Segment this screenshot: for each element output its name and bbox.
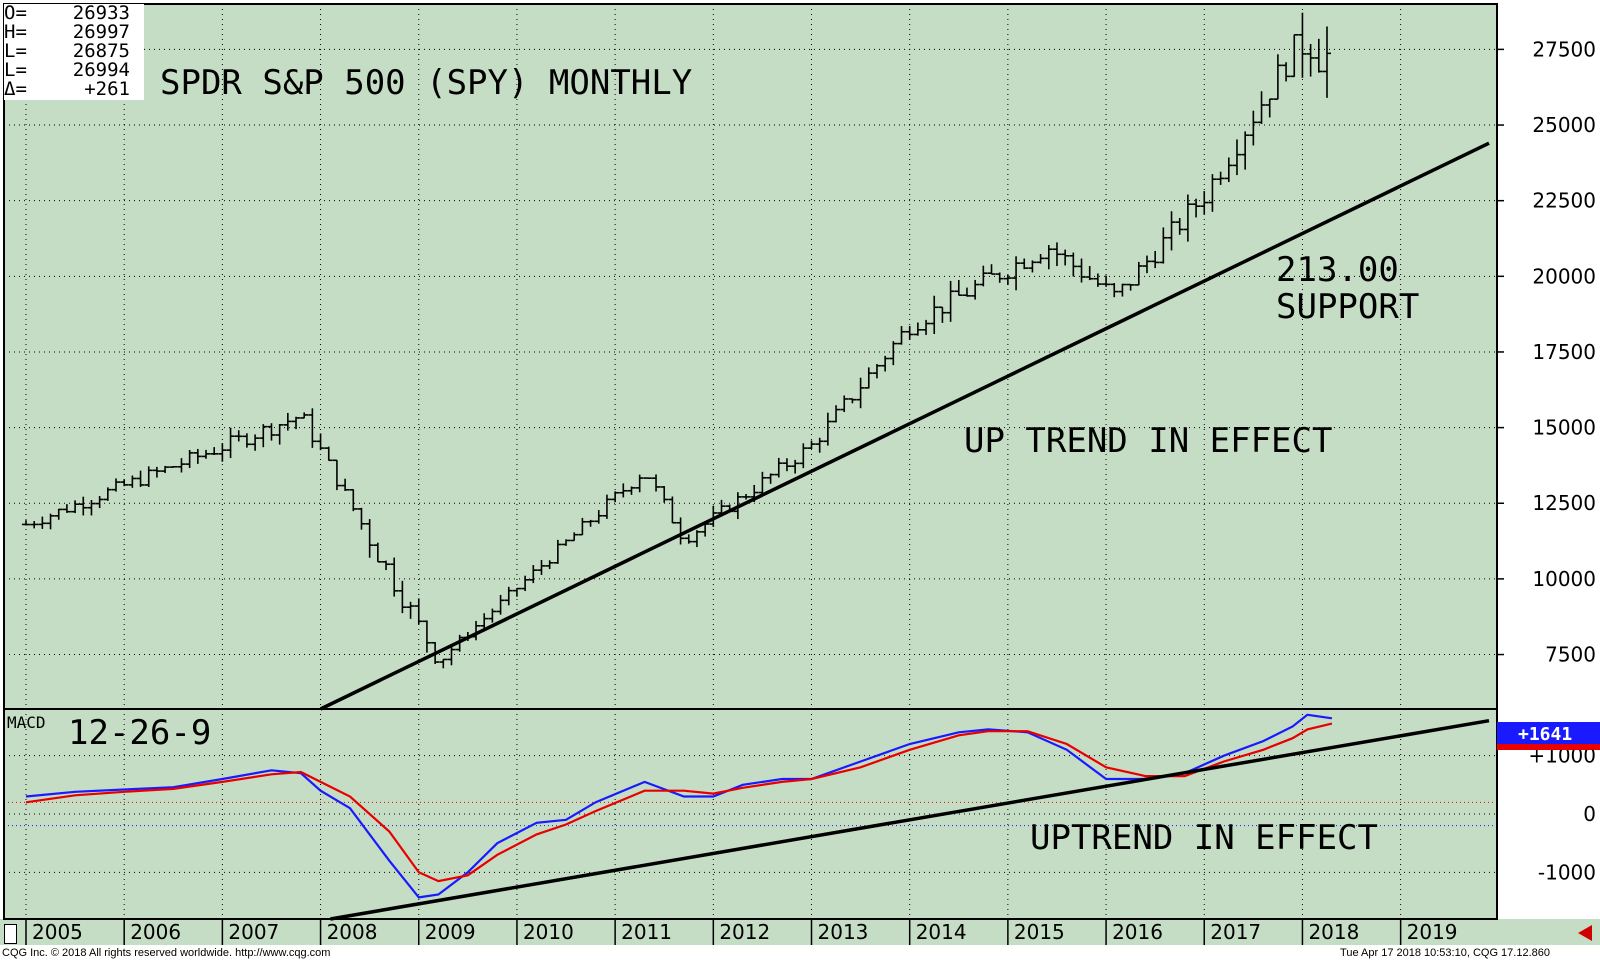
x-tick-label: 2005 bbox=[32, 920, 83, 944]
price-panel-bg bbox=[4, 4, 1497, 709]
ohlc-open-value: 26933 bbox=[72, 2, 130, 24]
y-tick-label: 10000 bbox=[1532, 567, 1596, 591]
x-tick-label: 2013 bbox=[818, 920, 869, 944]
macd-y-tick-label: 0 bbox=[1583, 802, 1596, 826]
ohlc-last-value: 26994 bbox=[72, 59, 130, 81]
x-tick-label: 2006 bbox=[130, 920, 181, 944]
y-tick-label: 15000 bbox=[1532, 416, 1596, 440]
y-tick-label: 7500 bbox=[1545, 643, 1596, 667]
y-tick-label: 17500 bbox=[1532, 340, 1596, 364]
y-tick-label: 25000 bbox=[1532, 113, 1596, 137]
x-tick-label: 2018 bbox=[1308, 920, 1359, 944]
macd-y-tick-label: -1000 bbox=[1538, 860, 1596, 884]
price-bars bbox=[22, 12, 1490, 711]
x-axis-bg bbox=[0, 919, 1600, 945]
x-tick-label: 2007 bbox=[228, 920, 279, 944]
x-tick-label: 2016 bbox=[1112, 920, 1163, 944]
macd-panel-border bbox=[3, 708, 1498, 920]
ohlc-low: L= 26875 bbox=[4, 42, 144, 61]
x-tick-label: 2009 bbox=[425, 920, 476, 944]
macd-title: MACD bbox=[7, 713, 46, 732]
signal-last-value-badge bbox=[1497, 744, 1600, 750]
chart-title: SPDR S&P 500 (SPY) MONTHLY bbox=[160, 63, 692, 103]
ohlc-change-value: +261 bbox=[84, 78, 130, 100]
ohlc-readout: O= 26933 H= 26997 L= 26875 L= 26994 Δ= +261 bbox=[4, 4, 144, 100]
ohlc-low-value: 26875 bbox=[72, 40, 130, 62]
axes: 2005 2006 2007 2008 2009 2010 2011 2012 2013 2014… bbox=[3, 3, 1596, 945]
x-tick-label: 2010 bbox=[523, 920, 574, 944]
ohlc-low-label: L= bbox=[4, 40, 27, 62]
macd-trendline bbox=[330, 718, 1490, 921]
macd-params: 12-26-9 bbox=[68, 713, 211, 753]
ohlc-high: H= 26997 bbox=[4, 23, 144, 42]
x-tick-label: 2017 bbox=[1210, 920, 1261, 944]
support-level-annotation: 213.00 bbox=[1276, 250, 1399, 290]
x-tick-label: 2015 bbox=[1014, 920, 1065, 944]
ohlc-open-label: O= bbox=[4, 2, 27, 24]
scroll-handle[interactable] bbox=[4, 924, 17, 944]
macd-panel-bg bbox=[4, 709, 1497, 919]
ohlc-high-label: H= bbox=[4, 21, 27, 43]
y-tick-label: 27500 bbox=[1532, 37, 1596, 61]
price-trendline bbox=[319, 141, 1490, 711]
x-tick-label: 2011 bbox=[621, 920, 672, 944]
timestamp-footer: Tue Apr 17 2018 10:53:10, CQG 17.12.860 bbox=[1340, 947, 1550, 959]
grid bbox=[4, 4, 1497, 919]
ohlc-change: Δ= +261 bbox=[4, 80, 144, 99]
ohlc-change-label: Δ= bbox=[4, 78, 27, 100]
axis-bg bbox=[1497, 0, 1600, 919]
price-uptrend-annotation: UP TREND IN EFFECT bbox=[964, 421, 1332, 461]
ohlc-high-value: 26997 bbox=[72, 21, 130, 43]
x-tick-label: 2019 bbox=[1407, 920, 1458, 944]
copyright-footer: CQG Inc. © 2018 All rights reserved worl… bbox=[2, 947, 331, 959]
chart-text: SPDR S&P 500 (SPY) MONTHLY 213.00 SUPPOR… bbox=[7, 63, 1600, 858]
signal-line bbox=[25, 722, 1333, 883]
y-tick-label: 22500 bbox=[1532, 189, 1596, 213]
y-tick-label: 20000 bbox=[1532, 264, 1596, 288]
x-tick-label: 2008 bbox=[327, 920, 378, 944]
macd-last-value-badge bbox=[1497, 722, 1600, 744]
macd-last-value: +1641 bbox=[1518, 724, 1572, 745]
scroll-left-arrow-icon[interactable] bbox=[1578, 925, 1592, 941]
ohlc-open: O= 26933 bbox=[4, 4, 144, 23]
macd-uptrend-annotation: UPTREND IN EFFECT bbox=[1030, 818, 1378, 858]
ohlc-last-label: L= bbox=[4, 59, 27, 81]
x-tick-label: 2014 bbox=[916, 920, 967, 944]
macd-panel bbox=[25, 713, 1490, 921]
x-tick-label: 2012 bbox=[719, 920, 770, 944]
support-label-annotation: SUPPORT bbox=[1276, 287, 1419, 327]
y-tick-label: 12500 bbox=[1532, 491, 1596, 515]
ohlc-last: L= 26994 bbox=[4, 61, 144, 80]
